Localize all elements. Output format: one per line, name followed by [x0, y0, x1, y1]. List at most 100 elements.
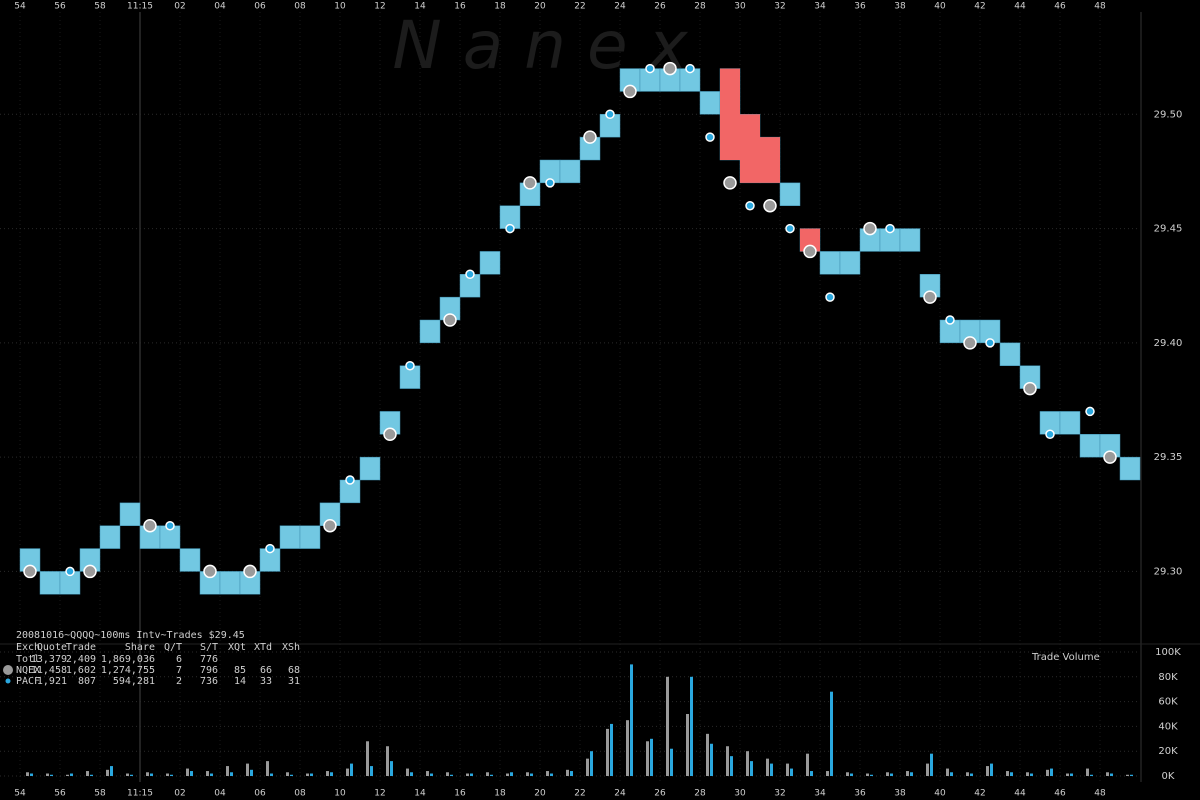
trade-marker — [723, 176, 737, 190]
volume-bar — [186, 768, 189, 776]
x-tick-label-bottom: 10 — [334, 789, 346, 799]
quote-band — [819, 251, 841, 275]
x-tick-label-bottom: 56 — [54, 789, 66, 799]
x-tick-label-top: 11:15 — [127, 2, 153, 12]
x-tick-label-bottom: 26 — [654, 789, 666, 799]
trade-marker — [23, 564, 37, 579]
stats-cell: 1,921 — [37, 676, 67, 687]
x-tick-label-bottom: 34 — [814, 789, 826, 799]
trade-marker — [985, 338, 995, 348]
trade-marker — [963, 336, 977, 350]
volume-bar — [870, 774, 873, 776]
stats-cell: 13,379 — [31, 654, 67, 665]
volume-bar — [606, 728, 609, 776]
quote-band — [119, 502, 141, 526]
x-tick-label-top: 28 — [694, 2, 706, 12]
stats-header: Exch — [16, 642, 40, 653]
y-tick-label: 29.50 — [1154, 109, 1183, 120]
x-tick-label-bottom: 58 — [94, 789, 106, 799]
volume-tick-label: 0K — [1162, 771, 1175, 782]
volume-bar — [70, 773, 73, 776]
x-tick-label-bottom: 02 — [174, 789, 185, 799]
volume-bar — [426, 771, 429, 776]
volume-bar — [166, 773, 169, 776]
stats-cell: 6 — [176, 654, 182, 665]
volume-bar — [170, 774, 173, 776]
volume-bar — [230, 772, 233, 776]
quote-band — [299, 525, 321, 549]
stats-header: S/T — [200, 642, 218, 653]
volume-bar — [890, 773, 893, 776]
volume-bar — [90, 774, 93, 776]
volume-bar — [650, 738, 653, 776]
stats-cell: 31 — [288, 676, 300, 687]
volume-tick-label: 40K — [1158, 721, 1178, 732]
quote-band — [279, 525, 301, 549]
volume-bar — [50, 774, 53, 776]
volume-bar — [270, 773, 273, 776]
stats-header: XTd — [254, 642, 272, 653]
volume-bar — [830, 691, 833, 776]
quote-band — [39, 571, 61, 595]
volume-bar — [1070, 773, 1073, 776]
x-tick-label-bottom: 12 — [374, 789, 385, 799]
x-tick-label-top: 20 — [534, 2, 546, 12]
volume-bar — [546, 771, 549, 776]
quote-band — [899, 228, 921, 252]
volume-bar — [566, 769, 569, 776]
trade-marker — [505, 223, 515, 234]
volume-bar — [470, 773, 473, 776]
trade-marker — [265, 543, 275, 554]
trade-marker — [405, 360, 415, 371]
quote-band — [179, 548, 201, 572]
volume-bar — [26, 772, 29, 776]
volume-bar — [190, 771, 193, 776]
x-tick-label-bottom: 22 — [574, 789, 585, 799]
x-tick-label-top: 56 — [54, 2, 66, 12]
volume-bar — [490, 774, 493, 776]
trade-marker — [323, 518, 337, 533]
trade-marker — [165, 520, 175, 531]
x-tick-label-top: 54 — [14, 2, 26, 12]
volume-tick-label: 60K — [1158, 697, 1178, 708]
crossed-quote — [720, 68, 740, 160]
stats-cell: 1,274,755 — [101, 665, 155, 676]
stats-header: Trade — [66, 642, 96, 653]
volume-bar — [110, 766, 113, 776]
trade-marker — [825, 292, 835, 302]
volume-bar — [510, 772, 513, 776]
quote-band — [839, 251, 861, 275]
x-tick-label-top: 36 — [854, 2, 866, 12]
volume-bar — [1106, 772, 1109, 776]
x-tick-label-bottom: 32 — [774, 789, 785, 799]
crossed-quote — [740, 114, 760, 183]
quote-band — [419, 319, 441, 344]
volume-bar — [366, 741, 369, 776]
stats-header: Share — [125, 642, 155, 653]
x-tick-label-top: 32 — [774, 2, 785, 12]
volume-bar — [530, 773, 533, 776]
volume-bar — [1046, 769, 1049, 776]
x-tick-label-top: 16 — [454, 2, 466, 12]
volume-bar — [806, 753, 809, 776]
volume-bar — [290, 774, 293, 776]
quote-band — [479, 251, 501, 275]
volume-bar — [370, 766, 373, 776]
volume-bar — [926, 763, 929, 776]
trade-marker — [803, 244, 817, 259]
trade-marker — [465, 269, 475, 280]
volume-bar — [446, 772, 449, 776]
trade-marker — [523, 176, 537, 190]
x-tick-label-bottom: 06 — [254, 789, 266, 799]
trade-marker — [1103, 450, 1117, 464]
legend-marker — [5, 678, 11, 684]
volume-bar — [1050, 768, 1053, 776]
volume-bar — [906, 771, 909, 776]
volume-bar — [130, 774, 133, 776]
volume-bar — [146, 772, 149, 776]
volume-bar — [306, 773, 309, 776]
volume-bar — [986, 766, 989, 776]
volume-bar — [1066, 773, 1069, 776]
quote-band — [1119, 456, 1141, 481]
